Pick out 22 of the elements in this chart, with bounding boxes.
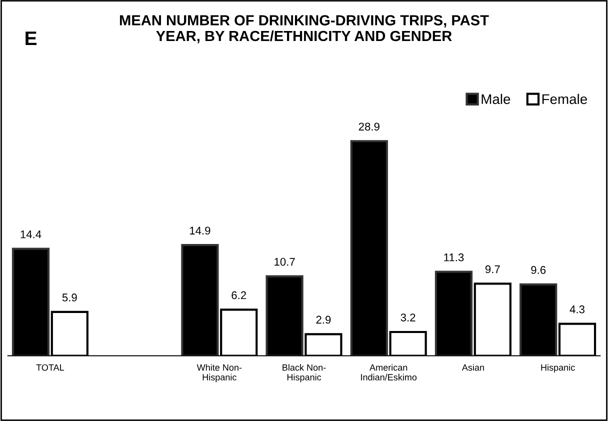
chart-title: MEAN NUMBER OF DRINKING-DRIVING TRIPS, PAST YEAR, BY RACE/ETHNICITY AND GENDER: [120, 15, 489, 44]
data-label: 6.2: [232, 291, 246, 300]
data-label: 5.9: [62, 294, 77, 302]
data-label: 3.2: [400, 314, 416, 322]
data-label: 11.3: [444, 253, 464, 262]
legend-label: Male: [482, 94, 510, 104]
x-tick-label: Asian: [462, 364, 484, 371]
text: E: [26, 32, 37, 46]
data-label: 28.9: [358, 122, 380, 131]
x-tick-label: White Non- Hispanic: [196, 364, 242, 382]
data-label: 4.3: [570, 305, 584, 314]
x-tick-label: Hispanic: [541, 364, 575, 372]
data-label: 10.7: [274, 258, 295, 266]
data-label: 14.9: [190, 226, 210, 235]
legend-label: Female: [542, 94, 587, 104]
x-tick-label: TOTAL: [36, 364, 64, 371]
x-tick-label: American Indian/Eskimo: [361, 364, 417, 380]
data-label: 9.7: [485, 265, 500, 274]
data-label: 9.6: [531, 266, 546, 274]
data-label: 14.4: [20, 230, 42, 238]
x-tick-label: Black Non- Hispanic: [282, 364, 326, 382]
data-label: 2.9: [316, 316, 331, 324]
